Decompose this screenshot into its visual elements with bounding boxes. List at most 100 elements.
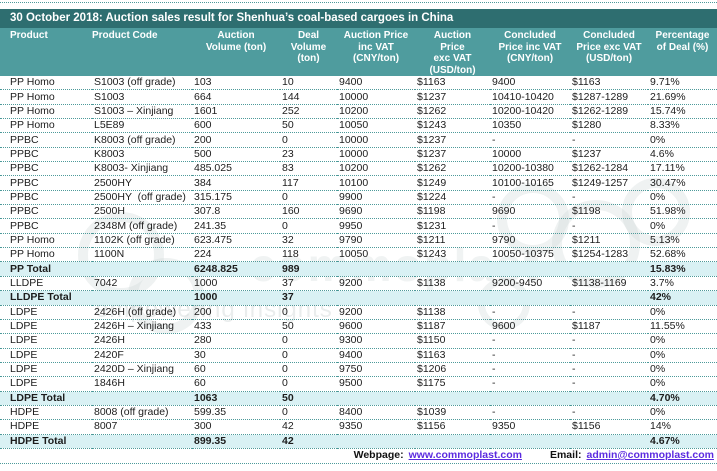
cell-concluded_price_inc_vat: - <box>490 305 570 320</box>
cell-deal_volume: 144 <box>280 89 337 105</box>
cell-product_code: 2500HY <box>92 175 192 191</box>
cell-percentage_of_deal: 42% <box>648 290 717 306</box>
cell-auction_price_inc_vat: 9400 <box>337 76 415 91</box>
table-row: LDPE 2420D – Xinjiang 60 0 9750 $1206- -0% <box>0 362 717 378</box>
cell-concluded_price_exc_vat: - <box>570 405 648 421</box>
cell-concluded_price_exc_vat <box>570 290 648 306</box>
cell-product: HDPE Total <box>0 434 92 449</box>
cell-auction_volume: 200 <box>192 132 280 148</box>
cell-auction_volume: 315.175 <box>192 190 280 206</box>
cell-auction_volume: 1063 <box>192 391 280 406</box>
cell-concluded_price_inc_vat: 9600 <box>490 319 570 335</box>
column-header-product_code: Product Code <box>92 28 192 76</box>
cell-product_code: K8003 (off grade) <box>92 132 192 148</box>
cell-percentage_of_deal: 8.33% <box>648 118 717 134</box>
cell-concluded_price_inc_vat: - <box>490 333 570 349</box>
table-body: PP Homo S1003 (off grade) 103 10 9400 $1163 94… <box>0 76 717 449</box>
table-row: PPBC 2500HY (off grade) 315.175 0 9900 $1224-… <box>0 190 717 206</box>
cell-auction_price_inc_vat <box>337 261 415 277</box>
cell-auction_volume: 103 <box>192 76 280 91</box>
cell-auction_price_inc_vat: 9200 <box>337 276 415 292</box>
table-row: PP Homo S1003 664 144 10000 $1237 10410-10420 $… <box>0 89 717 105</box>
cell-auction_price_exc_vat: $1163 <box>415 348 490 363</box>
cell-product_code: 2348M (off grade) <box>92 218 192 234</box>
column-header-concluded_price_inc_vat: Concluded Price inc VAT (CNY/ton) <box>490 28 570 76</box>
cell-auction_price_inc_vat: 9350 <box>337 419 415 435</box>
cell-concluded_price_exc_vat: $1287-1289 <box>570 89 648 105</box>
cell-deal_volume: 160 <box>280 204 337 220</box>
cell-product: PP Homo <box>0 118 92 134</box>
cell-product_code: 1846H <box>92 376 192 392</box>
cell-deal_volume: 42 <box>280 419 337 435</box>
table-row: PP Homo 1102K (off grade) 623.475 32 9790 $12… <box>0 233 717 249</box>
cell-auction_price_exc_vat <box>415 434 490 449</box>
cell-auction_price_inc_vat: 10000 <box>337 89 415 105</box>
table-row: PPBC K8003- Xinjiang 485.025 83 10200 $1262 10… <box>0 161 717 177</box>
cell-concluded_price_exc_vat <box>570 391 648 406</box>
cell-product: PP Total <box>0 261 92 277</box>
cell-concluded_price_exc_vat: $1262-1289 <box>570 104 648 120</box>
email-link[interactable]: admin@commoplast.com <box>586 448 714 461</box>
cell-concluded_price_exc_vat: $1280 <box>570 118 648 134</box>
cell-product: PPBC <box>0 190 92 206</box>
cell-concluded_price_exc_vat: $1187 <box>570 319 648 335</box>
cell-concluded_price_exc_vat: $1249-1257 <box>570 175 648 191</box>
cell-product_code: K8003 <box>92 147 192 163</box>
cell-auction_price_exc_vat <box>415 391 490 406</box>
table-row: PPBC K8003 500 23 10000 $1237 10000 $1237 4.6% <box>0 147 717 163</box>
cell-auction_volume: 384 <box>192 175 280 191</box>
cell-auction_price_inc_vat: 9300 <box>337 333 415 349</box>
cell-product: LDPE <box>0 376 92 392</box>
cell-deal_volume: 0 <box>280 190 337 206</box>
cell-auction_price_inc_vat: 9500 <box>337 376 415 392</box>
webpage-link[interactable]: www.commoplast.com <box>408 448 522 461</box>
cell-concluded_price_exc_vat: - <box>570 348 648 363</box>
cell-percentage_of_deal: 21.69% <box>648 89 717 105</box>
total-row: HDPE Total 899.35 42 4.67% <box>0 434 717 449</box>
cell-deal_volume: 989 <box>280 261 337 277</box>
cell-deal_volume: 0 <box>280 405 337 421</box>
column-header-percentage_of_deal: Percentage of Deal (%) <box>648 28 717 76</box>
cell-deal_volume: 0 <box>280 333 337 349</box>
cell-concluded_price_exc_vat: $1211 <box>570 233 648 249</box>
cell-deal_volume: 0 <box>280 362 337 378</box>
cell-percentage_of_deal: 51.98% <box>648 204 717 220</box>
cell-percentage_of_deal: 4.70% <box>648 391 717 406</box>
cell-product: PPBC <box>0 218 92 234</box>
cell-concluded_price_inc_vat: 10200-10420 <box>490 104 570 120</box>
cell-deal_volume: 42 <box>280 434 337 449</box>
cell-product: LDPE <box>0 362 92 378</box>
cell-concluded_price_inc_vat: 9690 <box>490 204 570 220</box>
webpage-label: Webpage: <box>353 448 404 461</box>
cell-deal_volume: 0 <box>280 218 337 234</box>
cell-auction_price_exc_vat: $1211 <box>415 233 490 249</box>
cell-deal_volume: 252 <box>280 104 337 120</box>
cell-auction_price_exc_vat: $1198 <box>415 204 490 220</box>
cell-product_code: S1003 – Xinjiang <box>92 104 192 120</box>
cell-auction_price_inc_vat: 9600 <box>337 319 415 335</box>
cell-auction_price_exc_vat: $1138 <box>415 305 490 320</box>
table-row: LDPE 2426H (off grade) 200 0 9200 $1138- -0% <box>0 305 717 320</box>
cell-auction_volume: 1601 <box>192 104 280 120</box>
cell-percentage_of_deal: 15.83% <box>648 261 717 277</box>
cell-deal_volume: 83 <box>280 161 337 177</box>
cell-concluded_price_inc_vat: - <box>490 132 570 148</box>
table-row: LDPE 2420F 30 0 9400 $1163- -0% <box>0 348 717 363</box>
cell-percentage_of_deal: 11.55% <box>648 319 717 335</box>
cell-concluded_price_exc_vat: $1156 <box>570 419 648 435</box>
cell-auction_price_exc_vat <box>415 290 490 306</box>
cell-percentage_of_deal: 17.11% <box>648 161 717 177</box>
cell-product: PPBC <box>0 175 92 191</box>
table-row: PPBC 2500H 307.8 160 9690 $1198 9690 $1198 51.98… <box>0 204 717 220</box>
cell-auction_volume: 623.475 <box>192 233 280 249</box>
cell-concluded_price_exc_vat: - <box>570 190 648 206</box>
cell-auction_price_exc_vat <box>415 261 490 277</box>
cell-concluded_price_exc_vat: - <box>570 305 648 320</box>
cell-product: LDPE <box>0 319 92 335</box>
cell-auction_volume: 300 <box>192 419 280 435</box>
cell-auction_volume: 600 <box>192 118 280 134</box>
cell-percentage_of_deal: 0% <box>648 376 717 392</box>
cell-concluded_price_exc_vat <box>570 434 648 449</box>
cell-product_code: 1102K (off grade) <box>92 233 192 249</box>
